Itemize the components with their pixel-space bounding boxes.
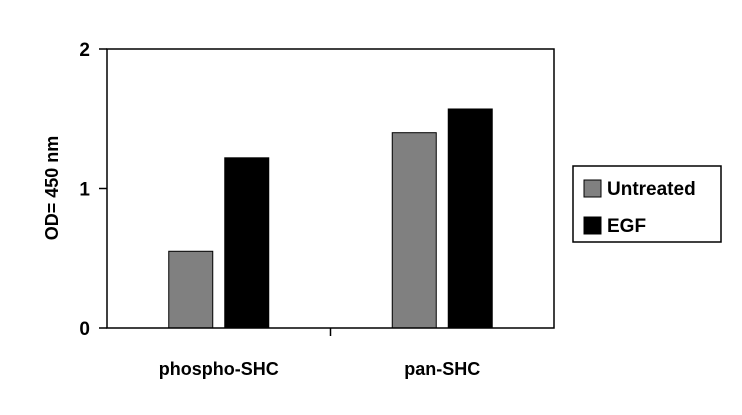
y-tick-label: 2 xyxy=(79,40,90,61)
x-tick-label: phospho-SHC xyxy=(159,359,279,379)
legend-label: Untreated xyxy=(607,179,696,200)
legend: Untreated EGF xyxy=(572,165,722,243)
y-tick-label: 1 xyxy=(79,180,90,201)
legend-box xyxy=(572,165,722,243)
bar-untreated-phospho-shc xyxy=(168,250,214,329)
bar-egf-pan-shc xyxy=(447,108,493,329)
legend-swatch-egf xyxy=(583,216,602,235)
y-tick-label: 0 xyxy=(79,319,90,340)
axis-layer: phospho-SHC pan-SHC 0 1 2 xyxy=(79,40,480,379)
bars-layer xyxy=(168,108,493,329)
bar-egf-phospho-shc xyxy=(224,157,270,329)
x-tick-label: pan-SHC xyxy=(404,359,480,379)
legend-swatch-untreated xyxy=(583,179,602,198)
legend-label: EGF xyxy=(607,216,646,237)
bar-untreated-pan-shc xyxy=(391,132,437,329)
y-axis-label: OD= 450 nm xyxy=(42,136,62,241)
